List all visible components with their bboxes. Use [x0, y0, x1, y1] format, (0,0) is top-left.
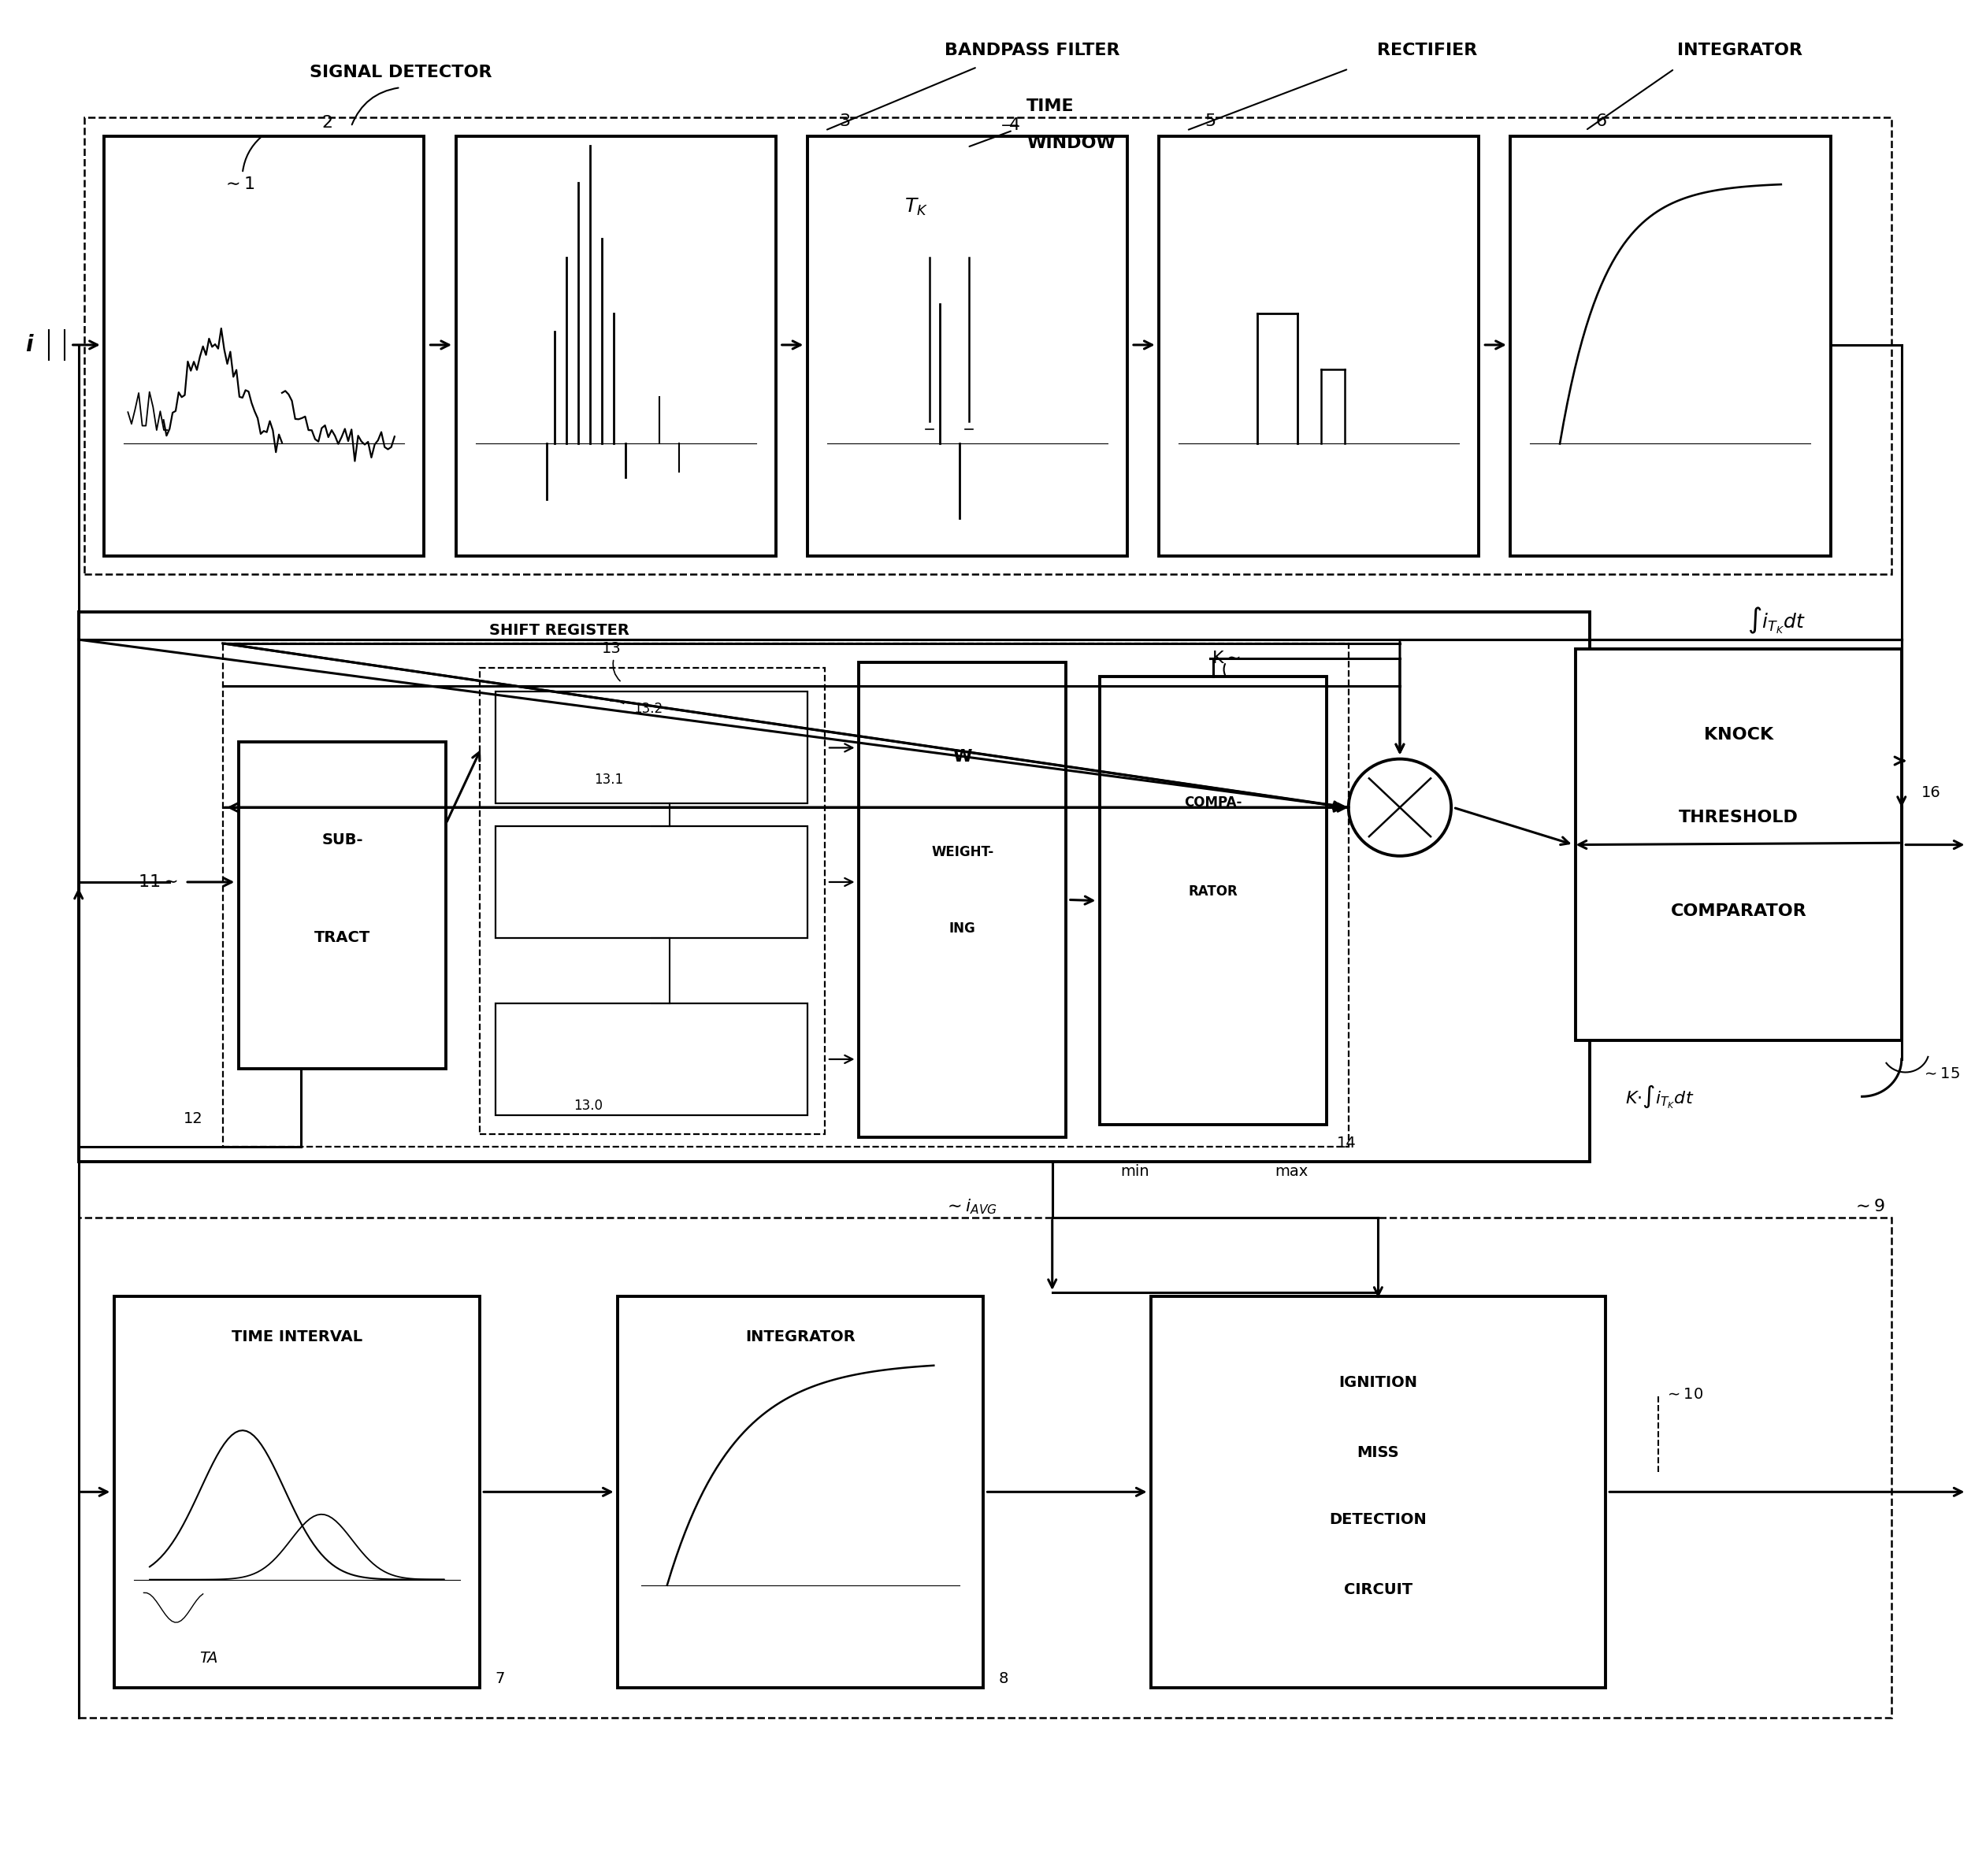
Text: 5: 5: [1206, 113, 1215, 129]
Text: $\sim$1: $\sim$1: [222, 176, 254, 193]
Text: SHIFT REGISTER: SHIFT REGISTER: [489, 623, 630, 638]
Text: $T_K$: $T_K$: [904, 197, 927, 218]
Text: DETECTION: DETECTION: [1329, 1512, 1426, 1527]
Bar: [1511, 137, 1831, 555]
Bar: [79, 612, 1589, 1161]
Bar: [455, 137, 777, 555]
Text: $\sim$10: $\sim$10: [1664, 1386, 1704, 1401]
Text: INTEGRATOR: INTEGRATOR: [745, 1330, 856, 1345]
Text: COMPA-: COMPA-: [1184, 795, 1241, 809]
Text: SIGNAL DETECTOR: SIGNAL DETECTOR: [310, 66, 493, 81]
Text: $\sim$9: $\sim$9: [1853, 1199, 1885, 1214]
Text: ING: ING: [949, 921, 975, 936]
Text: TA: TA: [201, 1651, 218, 1666]
Text: TIME: TIME: [1027, 98, 1074, 114]
Text: i: i: [26, 334, 34, 356]
Text: 11$\sim$: 11$\sim$: [137, 874, 177, 889]
Bar: [618, 1296, 983, 1688]
Text: $\int i_{T_K}dt$: $\int i_{T_K}dt$: [1748, 606, 1805, 636]
Text: max: max: [1275, 1163, 1309, 1178]
Text: BANDPASS FILTER: BANDPASS FILTER: [945, 43, 1120, 58]
Text: 16: 16: [1920, 784, 1940, 799]
Text: KNOCK: KNOCK: [1704, 728, 1773, 743]
Text: $\sim$15: $\sim$15: [1920, 1067, 1960, 1082]
Bar: [1152, 1296, 1605, 1688]
Bar: [1160, 137, 1480, 555]
Bar: [495, 1004, 808, 1114]
Text: W: W: [953, 749, 971, 765]
Text: MISS: MISS: [1356, 1445, 1400, 1460]
Text: 14: 14: [1337, 1135, 1356, 1150]
Text: CIRCUIT: CIRCUIT: [1345, 1581, 1412, 1596]
Bar: [222, 643, 1348, 1146]
Text: 4: 4: [1009, 116, 1021, 133]
Text: INTEGRATOR: INTEGRATOR: [1676, 43, 1801, 58]
Bar: [808, 137, 1128, 555]
Text: 3: 3: [840, 113, 850, 129]
Text: IGNITION: IGNITION: [1339, 1375, 1418, 1390]
Text: WINDOW: WINDOW: [1027, 135, 1116, 152]
Text: SUB-: SUB-: [322, 833, 363, 848]
Bar: [858, 662, 1066, 1137]
Text: 6: 6: [1597, 113, 1607, 129]
Text: WEIGHT-: WEIGHT-: [931, 844, 993, 859]
Bar: [495, 825, 808, 938]
Bar: [79, 1218, 1891, 1718]
Text: 12: 12: [183, 1111, 203, 1126]
Text: RATOR: RATOR: [1188, 885, 1237, 899]
Bar: [85, 118, 1891, 574]
Bar: [479, 668, 824, 1133]
Text: 7: 7: [495, 1672, 504, 1687]
Bar: [238, 743, 447, 1069]
Text: min: min: [1120, 1163, 1150, 1178]
Text: COMPARATOR: COMPARATOR: [1670, 904, 1807, 919]
Text: RECTIFIER: RECTIFIER: [1378, 43, 1478, 58]
Bar: [103, 137, 425, 555]
Text: THRESHOLD: THRESHOLD: [1678, 809, 1799, 825]
Text: 13.2: 13.2: [634, 702, 663, 715]
Text: TRACT: TRACT: [314, 930, 369, 946]
Bar: [495, 692, 808, 803]
Text: $\sim i_{AVG}$: $\sim i_{AVG}$: [943, 1197, 997, 1216]
Text: —: —: [1001, 116, 1019, 133]
Bar: [113, 1296, 479, 1688]
Text: 13: 13: [602, 642, 622, 657]
Text: 13.0: 13.0: [574, 1099, 602, 1112]
Text: TIME INTERVAL: TIME INTERVAL: [230, 1330, 361, 1345]
Text: K$\cdot\int i_{T_K}dt$: K$\cdot\int i_{T_K}dt$: [1625, 1084, 1694, 1109]
Text: 8: 8: [999, 1672, 1009, 1687]
Text: K$\sim$: K$\sim$: [1211, 651, 1241, 666]
Text: 2: 2: [322, 114, 334, 131]
Bar: [1100, 677, 1327, 1124]
Text: 13.1: 13.1: [594, 773, 624, 786]
Bar: [1575, 649, 1901, 1041]
